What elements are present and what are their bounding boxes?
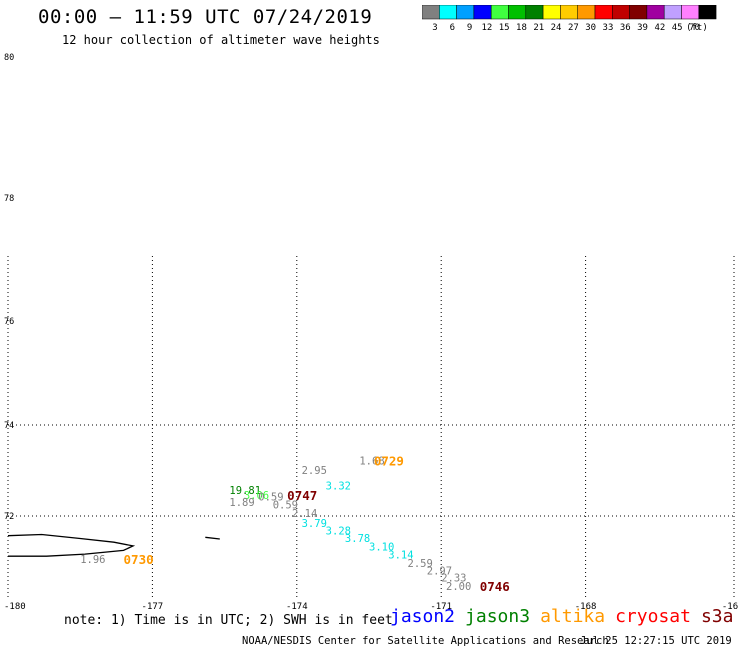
wave-height-label: 3.78 [345, 533, 370, 545]
wave-height-label: 0.59 [273, 499, 298, 511]
legend-entry-jason3: jason3 [465, 606, 531, 627]
y-tick-label: 72 [4, 512, 14, 522]
coastline [205, 536, 220, 540]
colorbar-label: 27 [568, 23, 579, 33]
x-tick-label: -174 [286, 602, 308, 612]
colorbar-label: 70 [689, 23, 700, 33]
pass-time-label: 0747 [287, 488, 317, 503]
wave-height-label: 2.95 [302, 465, 327, 477]
pass-time-label: 0746 [480, 579, 510, 594]
timestamp-text: Jul 25 12:27:15 UTC 2019 [580, 635, 732, 647]
wave-height-label: 1.68 [359, 456, 384, 468]
chart-subtitle: 12 hour collection of altimeter wave hei… [62, 33, 380, 47]
wave-height-label: 2.59 [408, 558, 433, 570]
colorbar-label: 42 [654, 23, 665, 33]
wave-height-label: 3.06 [244, 490, 269, 502]
y-tick-label: 80 [4, 53, 14, 63]
legend-entry-s3a: s3a [700, 606, 734, 627]
colorbar-label: 12 [481, 23, 492, 33]
wave-height-label: 2.00 [446, 581, 471, 593]
colorbar-label: 30 [585, 23, 596, 33]
wave-height-label: 1.96 [80, 554, 105, 566]
colorbar-label: 36 [620, 23, 631, 33]
wave-height-label: 3.28 [326, 525, 351, 537]
x-tick-label: -16 [722, 602, 738, 612]
wave-height-label: 0.59 [258, 492, 283, 504]
x-tick-label: -168 [575, 602, 597, 612]
wave-height-label: 3.32 [326, 481, 351, 493]
colorbar-swatch [698, 5, 717, 20]
y-tick-label: 74 [4, 421, 14, 431]
colorbar-unit-label: (ft) [686, 23, 708, 33]
colorbar-label: 39 [637, 23, 648, 33]
satellite-legend: jason2 jason3 altika cryosat s3a [390, 606, 740, 627]
wave-height-label: 19.81 [229, 485, 261, 497]
colorbar-label: 18 [516, 23, 527, 33]
wave-height-label: 2.33 [441, 573, 466, 585]
colorbar-label: 45 [672, 23, 683, 33]
colorbar-label: 21 [533, 23, 544, 33]
legend-entry-cryosat: cryosat [615, 606, 691, 627]
x-tick-label: -171 [430, 602, 452, 612]
footnote: note: 1) Time is in UTC; 2) SWH is in fe… [64, 613, 393, 628]
wave-height-label: 2.14 [292, 508, 317, 520]
colorbar: 3 6 9 12 15 18 21 24 27 30 33 36 39 42 45 70(ft) [422, 5, 717, 33]
wave-height-label: 3.10 [369, 541, 394, 553]
wave-height-label: 3.14 [388, 550, 413, 562]
x-tick-label: -180 [4, 602, 26, 612]
credit-text: NOAA/NESDIS Center for Satellite Applica… [242, 635, 609, 647]
wave-height-label: 1.89 [229, 497, 254, 509]
colorbar-label: 15 [499, 23, 510, 33]
colorbar-label: 33 [603, 23, 614, 33]
colorbar-label: 6 [450, 23, 455, 33]
y-tick-label: 78 [4, 194, 14, 204]
legend-entry-altika: altika [540, 606, 606, 627]
x-tick-label: -177 [142, 602, 164, 612]
coastline [7, 533, 136, 557]
wave-height-label: 2.97 [427, 566, 452, 578]
chart-title: 00:00 – 11:59 UTC 07/24/2019 [38, 6, 373, 28]
y-tick-label: 76 [4, 317, 14, 327]
colorbar-label: 3 [432, 23, 437, 33]
colorbar-label: 24 [551, 23, 562, 33]
legend-entry-jason2: jason2 [390, 606, 456, 627]
pass-time-label: 0730 [124, 552, 154, 567]
colorbar-label: 9 [467, 23, 472, 33]
wave-height-label: 3.79 [302, 518, 327, 530]
pass-time-label: 0729 [374, 454, 404, 469]
